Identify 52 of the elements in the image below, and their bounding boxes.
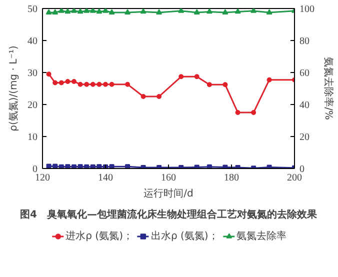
legend-label: 进水ρ (氨氮)； — [66, 230, 133, 243]
point — [96, 82, 102, 87]
point — [109, 164, 114, 168]
point — [222, 82, 228, 88]
y2-tick-label: 20 — [300, 132, 310, 143]
y-tick-label: 0 — [32, 164, 38, 175]
y2-tick-label: 100 — [300, 4, 314, 15]
x-tick-label: 160 — [161, 172, 176, 184]
x-tick-label: 140 — [98, 172, 113, 184]
point — [178, 74, 184, 80]
legend-label: 出水ρ (氨氮)； — [151, 230, 218, 243]
point — [235, 110, 240, 115]
point — [125, 82, 130, 87]
y2-tick-label: 60 — [300, 68, 310, 79]
y2-axis-title: 氨氮去除率/% — [322, 57, 334, 120]
point — [140, 94, 146, 99]
point — [103, 82, 108, 87]
legend-label: 氨氮去除率 — [236, 230, 286, 243]
point — [65, 164, 70, 168]
y-tick-label: 30 — [28, 68, 38, 79]
point — [52, 80, 58, 86]
x-tick-label: 120 — [35, 172, 50, 184]
point — [251, 110, 256, 115]
point — [65, 78, 70, 84]
point — [156, 94, 162, 99]
point — [84, 82, 90, 87]
point — [194, 74, 200, 80]
point — [78, 82, 83, 87]
y2-tick-label: 80 — [300, 36, 310, 47]
y-axis-title: ρ(氨氮)/(mg · L⁻¹) — [8, 46, 20, 132]
point — [46, 72, 52, 77]
y-tick-label: 10 — [28, 132, 38, 143]
x-tick-label: 200 — [287, 172, 302, 184]
y-tick-label: 20 — [28, 100, 38, 111]
y2-tick-label: 40 — [300, 100, 310, 111]
y-tick-label: 40 — [28, 36, 38, 47]
point — [194, 164, 200, 168]
y2-tick-label: 0 — [300, 164, 304, 175]
point — [222, 164, 228, 168]
point — [72, 78, 76, 84]
point — [78, 164, 83, 168]
point — [96, 164, 102, 168]
point — [90, 82, 96, 87]
x-axis-title: 运行时间/d — [144, 188, 194, 200]
point — [266, 77, 272, 82]
point — [58, 80, 64, 86]
point — [206, 82, 212, 88]
x-tick-label: 180 — [224, 172, 239, 184]
text: 图4 臭氧氧化—包埋菌流化床生物处理组合工艺对氨氮的去除效果 — [20, 208, 318, 220]
y-tick-label: 50 — [28, 4, 38, 15]
point — [125, 164, 130, 168]
point — [109, 82, 114, 87]
